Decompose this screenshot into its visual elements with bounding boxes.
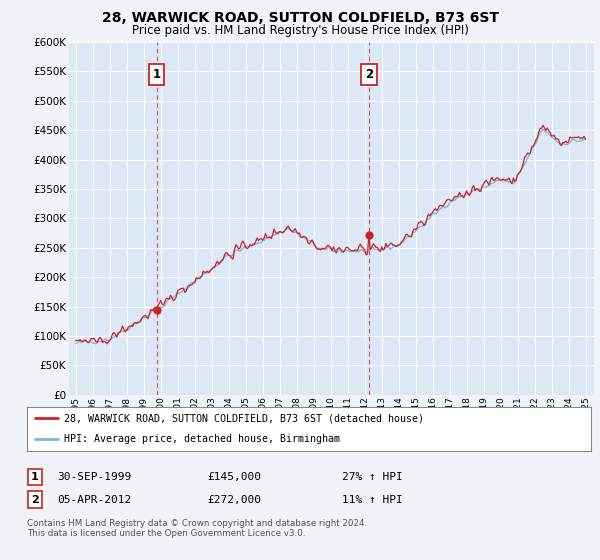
Text: 1: 1 <box>31 472 38 482</box>
Text: 30-SEP-1999: 30-SEP-1999 <box>57 472 131 482</box>
Text: This data is licensed under the Open Government Licence v3.0.: This data is licensed under the Open Gov… <box>27 529 305 538</box>
Text: 05-APR-2012: 05-APR-2012 <box>57 494 131 505</box>
Text: HPI: Average price, detached house, Birmingham: HPI: Average price, detached house, Birm… <box>64 435 340 445</box>
Text: £272,000: £272,000 <box>207 494 261 505</box>
Text: 28, WARWICK ROAD, SUTTON COLDFIELD, B73 6ST: 28, WARWICK ROAD, SUTTON COLDFIELD, B73 … <box>101 11 499 25</box>
Text: 1: 1 <box>152 68 161 81</box>
Text: 2: 2 <box>31 494 38 505</box>
Text: 2: 2 <box>365 68 373 81</box>
Text: Contains HM Land Registry data © Crown copyright and database right 2024.: Contains HM Land Registry data © Crown c… <box>27 519 367 528</box>
Text: 11% ↑ HPI: 11% ↑ HPI <box>342 494 403 505</box>
Text: 28, WARWICK ROAD, SUTTON COLDFIELD, B73 6ST (detached house): 28, WARWICK ROAD, SUTTON COLDFIELD, B73 … <box>64 413 424 423</box>
Text: 27% ↑ HPI: 27% ↑ HPI <box>342 472 403 482</box>
Text: £145,000: £145,000 <box>207 472 261 482</box>
Text: Price paid vs. HM Land Registry's House Price Index (HPI): Price paid vs. HM Land Registry's House … <box>131 24 469 36</box>
